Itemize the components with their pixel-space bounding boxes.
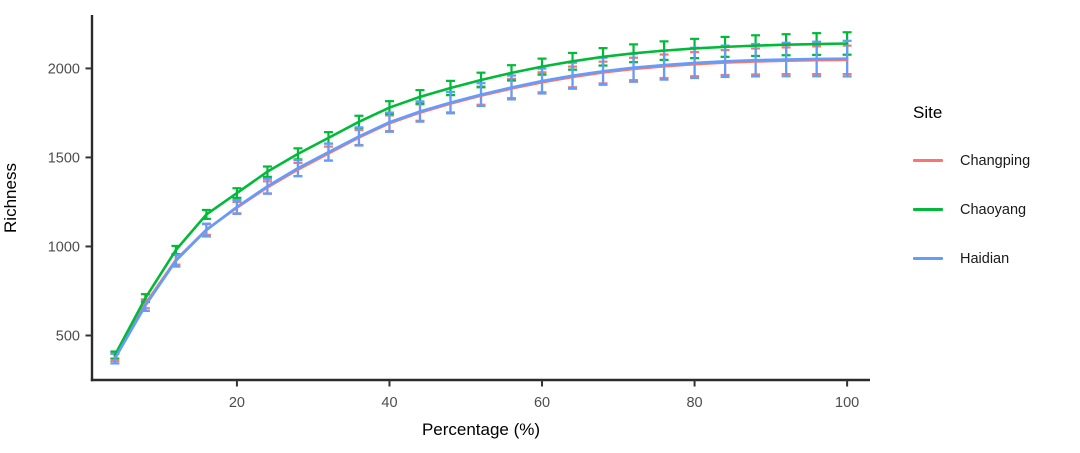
x-axis-title: Percentage (%) [421, 420, 541, 439]
svg-text:80: 80 [686, 395, 702, 411]
legend-entry-label: Changping [960, 152, 1031, 169]
svg-text:20: 20 [229, 395, 245, 411]
y-axis-title: Richness [1, 163, 20, 233]
legend-entry-haidian: Haidian [913, 234, 1078, 283]
svg-text:500: 500 [56, 328, 80, 344]
legend-entry-label: Chaoyang [960, 201, 1027, 218]
legend-entry-chaoyang: Chaoyang [913, 185, 1078, 234]
svg-text:1500: 1500 [48, 150, 80, 166]
svg-text:40: 40 [381, 395, 397, 411]
svg-text:2000: 2000 [48, 61, 80, 77]
legend-entry-label: Haidian [960, 250, 1010, 267]
legend-key-line-icon [913, 257, 943, 260]
legend-key-line-icon [913, 208, 943, 211]
svg-text:100: 100 [835, 395, 859, 411]
svg-text:60: 60 [534, 395, 550, 411]
svg-text:1000: 1000 [48, 239, 80, 255]
legend: Site Changping Chaoyang Haidian [913, 103, 1078, 283]
legend-key-line-icon [913, 159, 943, 162]
legend-entry-changping: Changping [913, 136, 1078, 185]
legend-title: Site [913, 103, 943, 122]
